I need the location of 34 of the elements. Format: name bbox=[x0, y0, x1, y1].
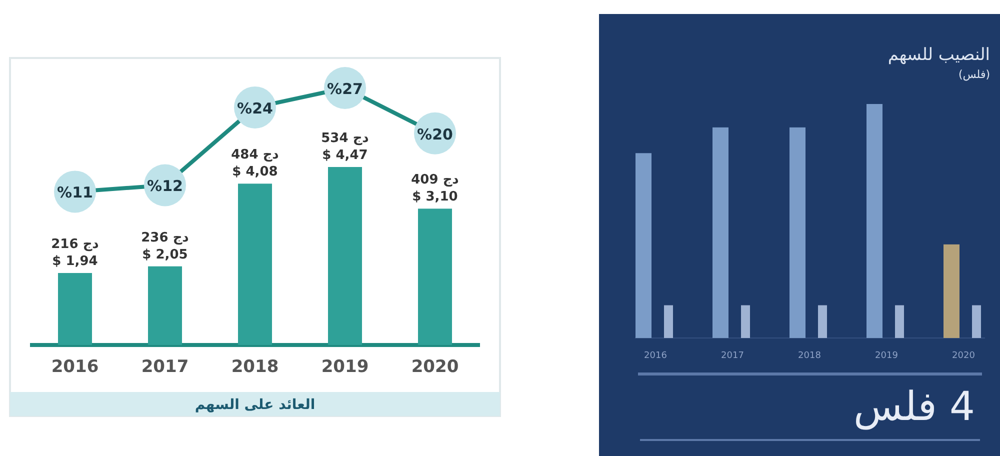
data-label: %27 bbox=[327, 80, 363, 98]
data-label: %11 bbox=[57, 184, 93, 202]
chart-title: النصيب للسهم bbox=[888, 45, 990, 65]
x-tick-label: 2018 bbox=[798, 351, 822, 361]
bar bbox=[238, 184, 272, 345]
x-tick-label: 2017 bbox=[721, 351, 744, 361]
x-tick-label: 2016 bbox=[644, 351, 668, 361]
data-label: %20 bbox=[417, 125, 453, 144]
x-tick-label: 2018 bbox=[231, 357, 279, 377]
x-tick-label: 2016 bbox=[51, 357, 99, 377]
x-tick-label: 2020 bbox=[411, 357, 459, 377]
x-tick-label: 2019 bbox=[875, 351, 898, 361]
bar bbox=[790, 127, 806, 338]
bar bbox=[418, 208, 452, 345]
text: 4 فلس bbox=[853, 384, 975, 430]
data-label: %24 bbox=[237, 99, 273, 118]
chart-subtitle: (فلس) bbox=[958, 68, 990, 81]
bar bbox=[712, 127, 728, 338]
bar bbox=[818, 305, 827, 338]
bar bbox=[944, 244, 960, 338]
bar bbox=[328, 167, 362, 345]
bar bbox=[148, 266, 182, 345]
text: العائد على السهم bbox=[194, 397, 316, 413]
x-tick-label: 2019 bbox=[321, 357, 369, 377]
data-label: %12 bbox=[147, 177, 183, 196]
x-tick-label: 2020 bbox=[952, 351, 976, 361]
bar bbox=[895, 305, 904, 338]
bar bbox=[664, 305, 673, 338]
bar bbox=[58, 273, 92, 345]
bar bbox=[866, 104, 882, 338]
x-tick-label: 2017 bbox=[141, 357, 189, 377]
bar bbox=[636, 153, 652, 338]
bar bbox=[741, 305, 750, 338]
bar bbox=[972, 305, 981, 338]
